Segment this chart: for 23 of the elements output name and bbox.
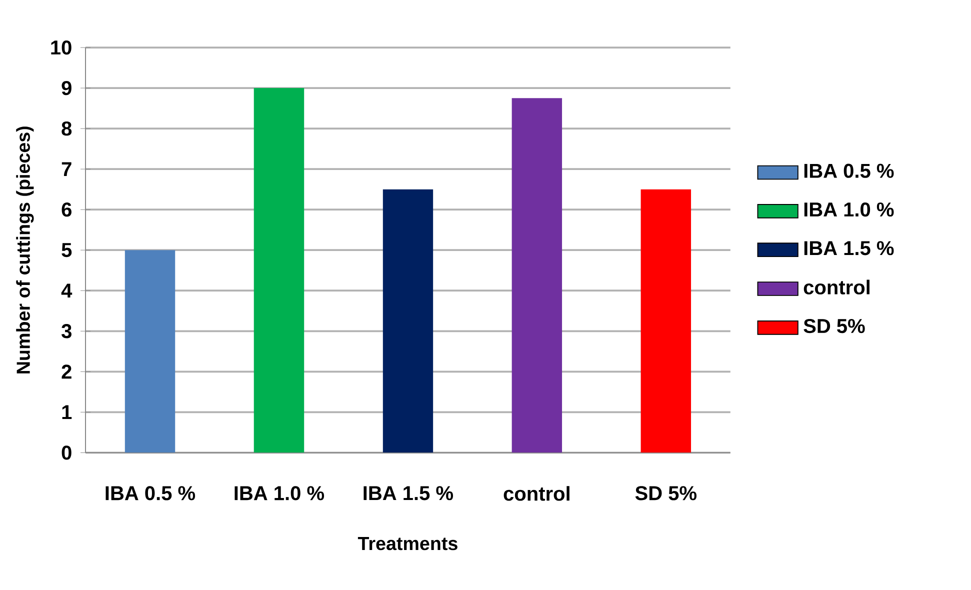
y-tick-label: 6: [62, 202, 72, 217]
y-tick-label: 7: [62, 162, 72, 176]
x-tick-label: control: [504, 486, 570, 501]
x-tick-label: IBA 1.5 %: [364, 486, 454, 500]
legend-label: IBA 1.0 %: [804, 202, 894, 217]
y-tick-label: 10: [51, 40, 72, 55]
x-axis-title: Treatments: [358, 537, 458, 550]
y-tick-label: 4: [61, 284, 72, 298]
legend-label: IBA 0.5 %: [804, 164, 894, 178]
y-axis-title: Number of cuttings (pieces): [16, 126, 34, 374]
x-tick-label: SD 5%: [635, 486, 696, 500]
y-tick-label: 8: [62, 122, 72, 136]
y-tick-label: 1: [62, 405, 72, 420]
legend-label: control: [804, 280, 870, 294]
y-tick-label: 2: [62, 364, 72, 379]
x-tick-label: IBA 1.0 %: [234, 486, 324, 500]
legend-label: SD 5%: [804, 318, 865, 334]
legend-label: IBA 1.5 %: [804, 241, 894, 256]
x-tick-label: IBA 0.5 %: [106, 486, 196, 500]
y-tick-label: 5: [62, 243, 72, 258]
y-tick-label: 9: [62, 81, 72, 96]
y-tick-label: 3: [62, 324, 72, 338]
y-tick-label: 0: [62, 446, 72, 460]
